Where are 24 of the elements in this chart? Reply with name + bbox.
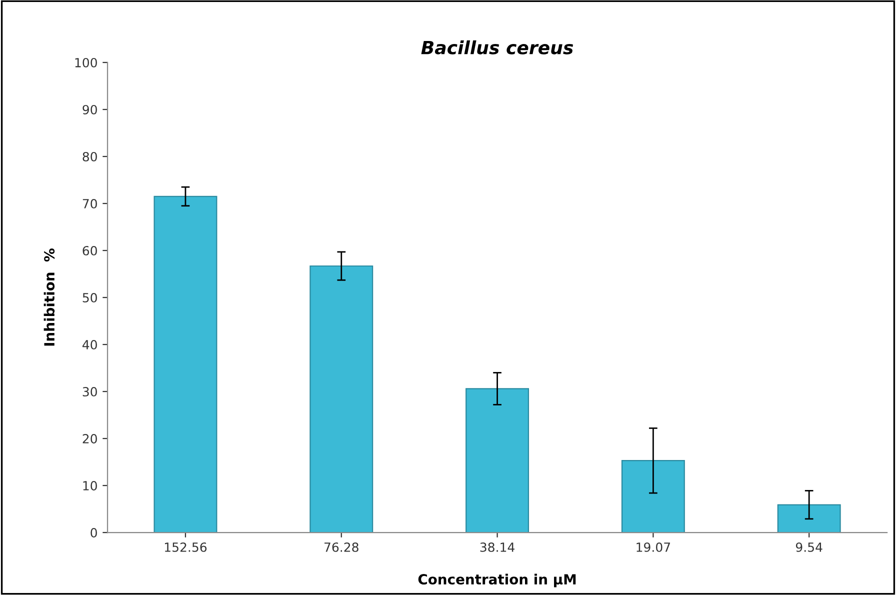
- chart-title: Bacillus cereus: [421, 40, 574, 54]
- bar: [777, 504, 841, 533]
- y-tick-label: 40: [82, 340, 97, 350]
- y-tick-label: 50: [82, 292, 97, 302]
- x-tick-label: 19.07: [636, 542, 670, 552]
- y-tick-label: 30: [82, 386, 97, 396]
- y-tick-label: 90: [82, 104, 97, 114]
- x-tick-label: 76.28: [324, 542, 358, 552]
- y-tick-label: 70: [82, 198, 97, 208]
- bar: [310, 265, 374, 533]
- bar: [621, 460, 685, 533]
- x-tick-label: 152.56: [164, 542, 207, 552]
- y-axis-title: Inhibition %: [44, 248, 55, 346]
- x-axis-title: Concentration in µM: [418, 574, 576, 588]
- y-tick-label: 80: [82, 152, 97, 162]
- y-tick-label: 0: [90, 528, 97, 538]
- bar: [154, 196, 218, 533]
- x-tick-label: 9.54: [796, 542, 822, 552]
- y-tick-label: 20: [82, 434, 97, 444]
- y-tick-label: 60: [82, 246, 97, 256]
- bar: [466, 388, 530, 533]
- y-tick-label: 100: [75, 58, 97, 68]
- y-tick-label: 10: [83, 480, 97, 490]
- x-tick-label: 38.14: [480, 542, 514, 552]
